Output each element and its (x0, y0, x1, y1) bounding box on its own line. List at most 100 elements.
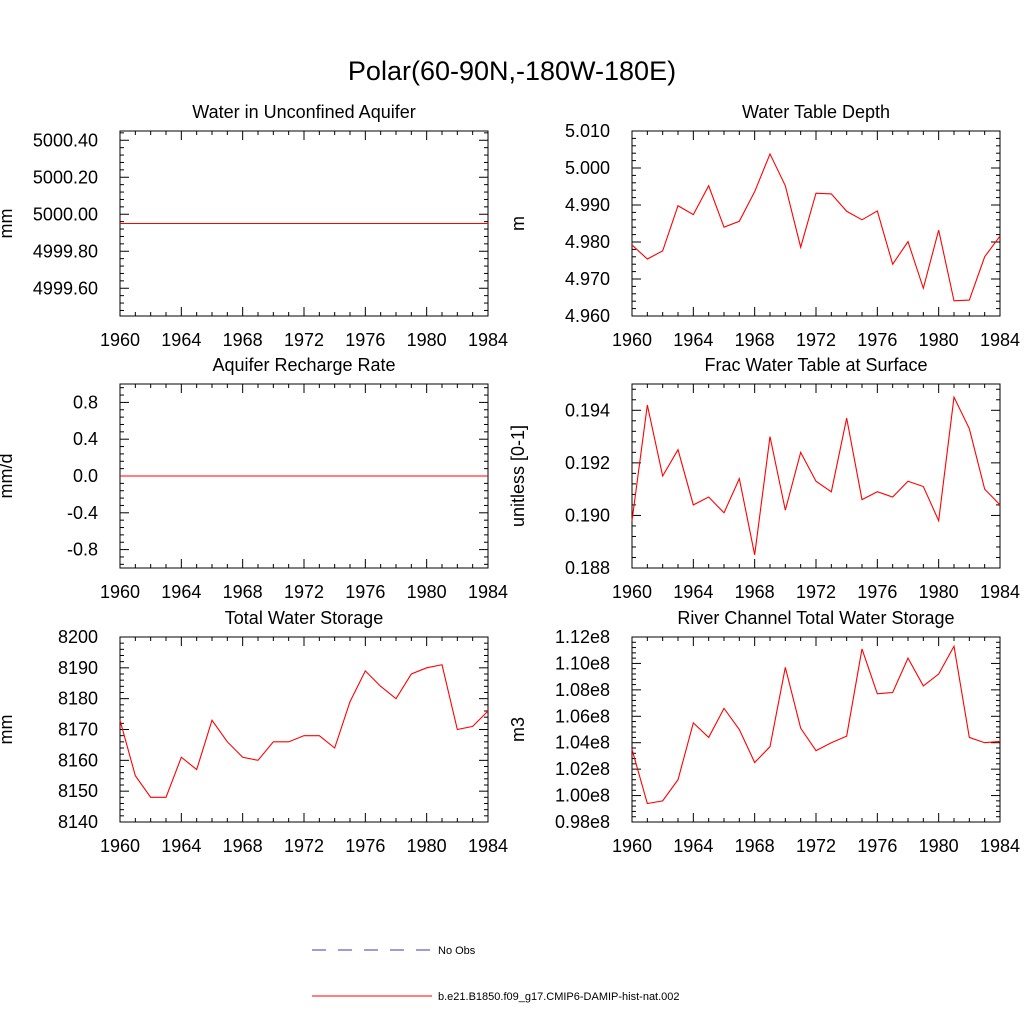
y-tick-label: 4999.80 (33, 241, 98, 261)
y-tick-label: 1.12e8 (555, 627, 610, 647)
y-tick-label: 1.00e8 (555, 786, 610, 806)
y-tick-label: -0.8 (67, 540, 98, 560)
legend: No Obs b.e21.B1850.f09_g17.CMIP6-DAMIP-h… (312, 945, 680, 1003)
x-tick-label: 1972 (284, 582, 324, 602)
y-tick-label: 8150 (58, 781, 98, 801)
x-tick-label: 1984 (468, 330, 508, 350)
x-tick-label: 1976 (345, 836, 385, 856)
panels: Water in Unconfined Aquifer mm 1960 1964 196… (0, 102, 1020, 856)
y-tick-label: 1.06e8 (555, 706, 610, 726)
y-tick-label: 8190 (58, 658, 98, 678)
x-tick-label: 1960 (612, 836, 652, 856)
x-tick-label: 1964 (673, 330, 713, 350)
y-tick-label: 4.980 (565, 232, 610, 252)
x-tick-label: 1980 (407, 836, 447, 856)
y-tick-label: 4.970 (565, 269, 610, 289)
y-tick-label: 8160 (58, 750, 98, 770)
y-axis-label: m (508, 216, 528, 231)
x-tick-label: 1972 (796, 330, 836, 350)
y-axis-label: mm (0, 209, 16, 239)
y-tick-label: 0.192 (565, 453, 610, 473)
legend-obs-label: No Obs (438, 945, 476, 957)
panel-3: Aquifer Recharge Rate mm/d 1960 1964 1968 197… (0, 355, 508, 602)
x-tick-label: 1960 (612, 330, 652, 350)
y-axis-label: unitless [0-1] (508, 425, 528, 527)
x-tick-label: 1972 (796, 582, 836, 602)
y-tick-label: 0.98e8 (555, 812, 610, 832)
y-tick-label: 8200 (58, 627, 98, 647)
y-tick-label: 8180 (58, 689, 98, 709)
y-tick-label: 0.4 (73, 429, 98, 449)
x-tick-label: 1968 (223, 330, 263, 350)
y-tick-label: 5000.00 (33, 204, 98, 224)
x-tick-label: 1972 (796, 836, 836, 856)
x-tick-label: 1976 (857, 330, 897, 350)
series-line (631, 395, 1001, 555)
y-tick-label: 4999.60 (33, 278, 98, 298)
y-tick-label: 8140 (58, 812, 98, 832)
y-tick-label: 5.010 (565, 121, 610, 141)
x-tick-label: 1976 (345, 582, 385, 602)
legend-model-label: b.e21.B1850.f09_g17.CMIP6-DAMIP-hist-nat… (438, 991, 680, 1003)
x-tick-label: 1976 (857, 836, 897, 856)
y-tick-label: 0.0 (73, 466, 98, 486)
x-tick-label: 1960 (100, 836, 140, 856)
y-axis-label: mm (0, 715, 16, 745)
x-tick-label: 1960 (100, 582, 140, 602)
y-tick-label: 0.8 (73, 392, 98, 412)
panel-title: Total Water Storage (225, 608, 383, 628)
panel-title: Water in Unconfined Aquifer (192, 102, 415, 122)
x-tick-label: 1976 (345, 330, 385, 350)
panel-5: Total Water Storage mm 1960 1964 1968 1972 197… (0, 608, 508, 856)
x-tick-label: 1968 (735, 582, 775, 602)
y-tick-label: 1.10e8 (555, 653, 610, 673)
y-tick-label: 0.190 (565, 505, 610, 525)
x-tick-label: 1964 (161, 582, 201, 602)
x-tick-label: 1968 (223, 836, 263, 856)
x-tick-label: 1964 (161, 836, 201, 856)
panel-title: Aquifer Recharge Rate (212, 355, 395, 375)
panel-2: Water Table Depth m 1960 1964 1968 1972 1976 19… (508, 102, 1020, 350)
y-tick-label: -0.4 (67, 503, 98, 523)
series-line (631, 644, 1001, 805)
x-tick-label: 1984 (468, 836, 508, 856)
y-axis-label: m3 (508, 717, 528, 742)
y-tick-label: 4.960 (565, 306, 610, 326)
y-tick-label: 1.04e8 (555, 733, 610, 753)
panel-title: River Channel Total Water Storage (677, 608, 954, 628)
y-tick-label: 5000.40 (33, 130, 98, 150)
x-tick-label: 1984 (980, 330, 1020, 350)
plot-frame (119, 636, 489, 823)
panel-title: Frac Water Table at Surface (704, 355, 927, 375)
plot-frame (631, 383, 1001, 569)
x-tick-label: 1980 (919, 330, 959, 350)
panel-4: Frac Water Table at Surface unitless [0-1… (508, 355, 1020, 602)
x-tick-label: 1960 (612, 582, 652, 602)
y-tick-label: 8170 (58, 720, 98, 740)
x-tick-label: 1972 (284, 836, 324, 856)
x-tick-label: 1968 (735, 330, 775, 350)
y-axis-label: mm/d (0, 454, 16, 499)
plot-frame (631, 130, 1001, 317)
figure-title: Polar(60-90N,-180W-180E) (348, 56, 676, 86)
x-tick-label: 1964 (673, 582, 713, 602)
x-tick-label: 1972 (284, 330, 324, 350)
x-tick-label: 1976 (857, 582, 897, 602)
x-tick-label: 1980 (407, 330, 447, 350)
plot-frame (631, 636, 1001, 823)
panel-6: River Channel Total Water Storage m3 1960 1… (508, 608, 1020, 856)
x-tick-label: 1980 (919, 836, 959, 856)
x-tick-label: 1980 (407, 582, 447, 602)
x-tick-label: 1980 (919, 582, 959, 602)
y-tick-label: 0.188 (565, 558, 610, 578)
series-line (119, 664, 489, 798)
y-tick-label: 0.194 (565, 400, 610, 420)
x-tick-label: 1964 (673, 836, 713, 856)
y-tick-label: 5000.20 (33, 167, 98, 187)
x-tick-label: 1984 (980, 836, 1020, 856)
y-tick-label: 5.000 (565, 158, 610, 178)
x-tick-label: 1960 (100, 330, 140, 350)
x-tick-label: 1968 (223, 582, 263, 602)
y-tick-label: 4.990 (565, 195, 610, 215)
